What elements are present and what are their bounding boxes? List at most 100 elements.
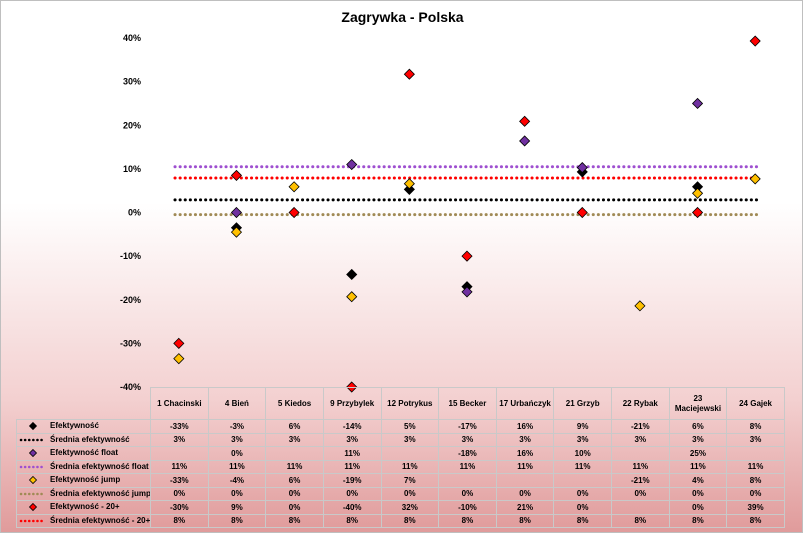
data-point (346, 268, 358, 281)
data-point (288, 181, 300, 193)
y-tick-label: -10% (120, 251, 141, 261)
table-cell: 11% (553, 459, 612, 474)
category-label: 9 Przybylek (322, 387, 382, 420)
category-label: 5 Kiedos (265, 387, 324, 420)
table-cell: -40% (322, 500, 382, 515)
series-name: Średnia efektywność (50, 434, 130, 444)
table-cell: -4% (207, 473, 267, 488)
y-tick-label: 20% (123, 120, 141, 130)
table-cell: 3% (438, 432, 497, 447)
table-cell: 39% (726, 500, 785, 515)
table-cell: 0% (553, 486, 612, 501)
table-cell: 8% (668, 513, 728, 528)
table-cell: 0% (611, 486, 670, 501)
category-label: 22 Rybak (611, 387, 670, 420)
data-point (749, 35, 761, 47)
legend-entry: Średnia efektywność float (16, 459, 151, 474)
legend-diamond-key (19, 448, 47, 458)
data-point (230, 206, 243, 219)
legend-diamond (28, 503, 38, 512)
table-cell: 8% (322, 513, 382, 528)
table-cell: 8% (438, 513, 497, 528)
y-tick-label: -30% (120, 338, 141, 348)
data-point (173, 337, 185, 349)
category-label: 12 Potrykus (380, 387, 440, 420)
table-cell: 6% (265, 473, 324, 488)
legend-entry: Średnia efektywność (16, 432, 151, 447)
table-row: Efektywność jump -33% -4% 6% -19% 7% -21% 4% 8% (16, 473, 785, 488)
series-name: Średnia efektywność float (50, 461, 149, 471)
y-tick-label: -40% (120, 382, 141, 392)
table-row: Średnia efektywność - 20+ 8% 8% 8% 8% 8% 8% 8% 8… (16, 513, 785, 528)
table-cell: 9% (207, 500, 267, 515)
data-point (691, 97, 704, 110)
table-cell: -17% (438, 419, 497, 434)
table-cell (495, 473, 555, 488)
table-cell: 9% (553, 419, 612, 434)
table-cell: 0% (322, 486, 382, 501)
table-cell: 0% (265, 486, 324, 501)
category-label: 21 Grzyb (553, 387, 612, 420)
table-cell: 11% (495, 459, 555, 474)
legend-entry: Efektywność float (16, 446, 151, 461)
table-corner (16, 387, 151, 420)
table-row: Efektywność - 20+ -30% 9% 0% -40% 32% -10% 21% 0… (16, 500, 785, 515)
legend-entry: Efektywność jump (16, 473, 151, 488)
table-cell: 10% (553, 446, 612, 461)
legend-diamond (28, 476, 38, 485)
data-point (691, 187, 704, 199)
table-cell: 8% (495, 513, 555, 528)
y-tick-label: 0% (128, 208, 141, 218)
table-cell: 11% (668, 459, 728, 474)
chart-title: Zagrywka - Polska (341, 9, 464, 25)
table-cell: 3% (553, 432, 612, 447)
table-cell: 0% (495, 486, 555, 501)
table-cell: 0% (668, 486, 728, 501)
table-cell: 3% (265, 432, 324, 447)
table-cell: 8% (553, 513, 612, 528)
data-point (749, 173, 761, 185)
table-cell: 0% (553, 500, 612, 515)
legend-entry: Efektywność - 20+ (16, 500, 151, 515)
table-cell: 0% (668, 500, 728, 515)
table-cell: 16% (495, 419, 555, 434)
legend-diamond (28, 422, 38, 431)
data-point (288, 206, 300, 219)
table-cell (380, 446, 440, 461)
series-name: Średnia efektywność - 20+ (50, 515, 151, 525)
series-name: Średnia efektywność jump (50, 488, 151, 498)
table-row: Średnia efektywność 3% 3% 3% 3% 3% 3% 3% 3% 3% 3% 3… (16, 432, 785, 447)
table-cell: 3% (322, 432, 382, 447)
table-cell (553, 473, 612, 488)
table-cell: 11% (380, 459, 440, 474)
table-cell: 8% (726, 473, 785, 488)
table-cell: -10% (438, 500, 497, 515)
category-label: 24 Gajek (726, 387, 785, 420)
table-cell: 11% (438, 459, 497, 474)
table-row: Średnia efektywność jump 0% 0% 0% 0% 0% 0% 0% 0%… (16, 486, 785, 501)
table-cell: 0% (265, 500, 324, 515)
category-label: 1 Chacinski (150, 387, 209, 420)
data-point (403, 183, 415, 195)
table-cell (611, 446, 670, 461)
legend-line-key (19, 435, 47, 445)
table-cell: -30% (150, 500, 209, 515)
table-cell: 11% (726, 459, 785, 474)
table-cell: 0% (207, 446, 267, 461)
table-row: Średnia efektywność float 11% 11% 11% 11% 11%… (16, 459, 785, 474)
data-point (461, 250, 473, 262)
table-cell: 8% (611, 513, 670, 528)
table-cell (150, 446, 209, 461)
table-cell: 0% (380, 486, 440, 501)
table-cell: 3% (207, 432, 267, 447)
plot-area: -40% -30% -20% -10% 0% 10% 20% 30% 40% (120, 33, 761, 393)
data-point (346, 158, 358, 171)
table-cell: 3% (611, 432, 670, 447)
table-cell: 16% (495, 446, 555, 461)
category-label: 23 Maciejewski (668, 387, 728, 420)
table-cell: 7% (380, 473, 440, 488)
table-cell: 4% (668, 473, 728, 488)
data-point (230, 169, 243, 181)
data-point (403, 68, 415, 80)
table-cell: 21% (495, 500, 555, 515)
